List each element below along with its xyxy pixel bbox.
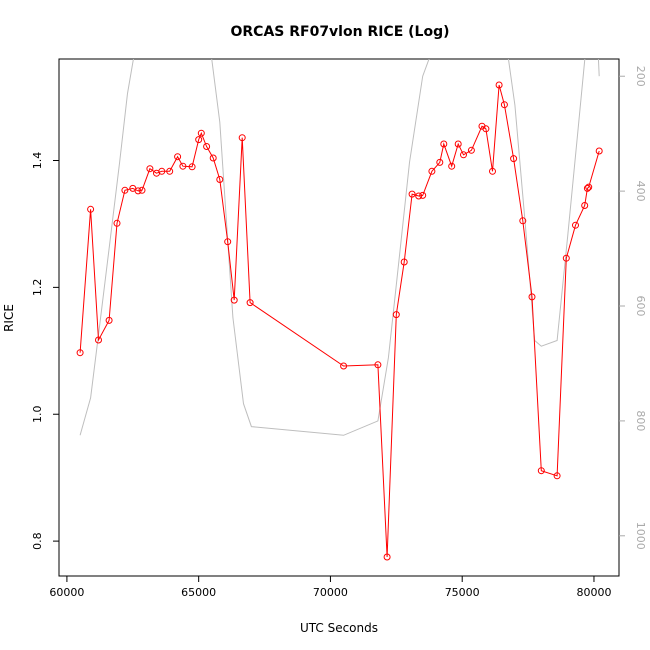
data-point-rice	[408, 190, 416, 198]
data-point-rice	[392, 311, 400, 319]
y2-tick-label: 200	[634, 66, 647, 87]
data-point-rice	[230, 296, 238, 304]
series-line-rice	[79, 84, 600, 558]
data-point-rice	[519, 217, 527, 225]
data-point-rice	[374, 361, 382, 369]
data-point-rice	[340, 362, 348, 370]
x-tick-label: 80000	[576, 586, 611, 599]
data-point-rice	[415, 192, 423, 200]
y2-tick-label: 800	[634, 410, 647, 431]
y2-tick-label: 400	[634, 181, 647, 202]
data-point-rice	[158, 167, 166, 175]
data-point-rice	[146, 165, 154, 173]
x-tick-label: 75000	[445, 586, 480, 599]
data-point-rice	[482, 125, 490, 133]
data-point-rice	[528, 293, 536, 301]
data-point-rice	[585, 183, 593, 191]
data-point-rice	[203, 143, 211, 150]
data-point-rice	[95, 336, 102, 344]
data-point-rice	[448, 162, 456, 170]
y-tick-label: 1.0	[31, 405, 44, 423]
x-tick-label: 65000	[181, 586, 216, 599]
data-point-rice	[467, 146, 475, 154]
data-point-rice	[572, 221, 579, 229]
data-point-rice	[195, 136, 203, 144]
data-point-rice	[583, 184, 591, 192]
data-point-rice	[138, 186, 146, 194]
y2-tick-label: 600	[634, 296, 647, 317]
data-point-rice	[246, 299, 254, 307]
chart-title: ORCAS RF07vlon RICE (Log)	[230, 24, 449, 40]
data-point-rice	[562, 254, 570, 262]
data-point-rice	[440, 140, 448, 148]
data-point-rice	[188, 163, 196, 171]
y-tick-label: 0.8	[31, 532, 44, 550]
data-point-rice	[460, 151, 467, 159]
x-tick-label: 70000	[313, 586, 348, 599]
data-point-rice	[87, 205, 95, 213]
data-point-rice	[581, 202, 589, 209]
data-point-rice	[383, 553, 391, 561]
data-point-rice	[454, 140, 462, 148]
data-point-rice	[105, 316, 113, 324]
y-tick-label: 1.2	[31, 279, 44, 297]
y-tick-label: 1.4	[31, 152, 44, 170]
series-line-pressure	[79, 59, 600, 436]
data-point-rice	[495, 81, 503, 89]
y-axis-label: RICE	[2, 304, 16, 332]
y2-tick-label: 1000	[634, 522, 647, 550]
data-point-rice	[174, 153, 182, 161]
data-point-rice	[224, 238, 232, 246]
x-tick-label: 60000	[49, 586, 84, 599]
plot-frame	[58, 58, 620, 577]
data-point-rice	[510, 155, 518, 163]
data-point-rice	[595, 147, 603, 155]
data-point-rice	[400, 258, 408, 266]
data-point-rice	[216, 176, 224, 183]
data-point-rice	[76, 349, 84, 357]
data-point-rice	[179, 162, 187, 170]
data-point-rice	[500, 101, 508, 109]
data-point-rice	[419, 191, 427, 199]
data-point-rice	[537, 467, 545, 475]
data-point-rice	[553, 472, 561, 480]
chart-marks: 60000 65000 70000 75000 80000 0.8 1.0 1.2 1.4 200…	[31, 59, 647, 599]
data-point-rice	[209, 154, 217, 162]
data-point-rice	[134, 187, 142, 195]
data-point-rice	[436, 158, 444, 166]
data-point-rice	[166, 167, 174, 175]
x-axis-label: UTC Seconds	[300, 621, 378, 635]
data-point-rice	[238, 134, 246, 142]
data-point-rice	[113, 219, 121, 227]
data-point-rice	[121, 186, 129, 194]
data-point-rice	[197, 129, 205, 137]
data-point-rice	[489, 167, 496, 175]
data-point-rice	[428, 167, 436, 175]
